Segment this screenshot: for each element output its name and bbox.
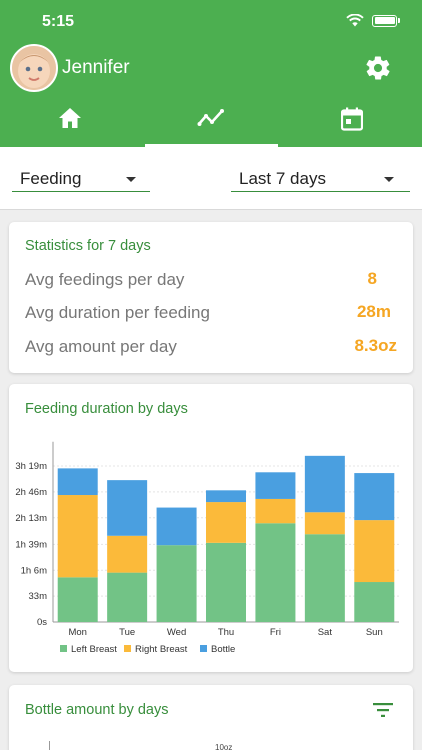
x-tick-label: Mon [68, 627, 86, 638]
status-time: 5:15 [42, 13, 75, 30]
bar-segment [354, 520, 395, 583]
tab-calendar[interactable] [282, 100, 422, 147]
home-icon [59, 108, 81, 128]
range-select-value: Last 7 days [239, 169, 326, 188]
legend-label: Bottle [211, 644, 235, 655]
duration-chart: 0s 33m 1h 6m 1h 39m 2h 13m 2h 46m 3h 19m Mon Tue… [15, 441, 399, 655]
tab-home[interactable] [0, 100, 140, 147]
bar-segment [156, 545, 197, 622]
y-tick-label: 3h 19m [15, 461, 47, 472]
bottle-axis-label: 10oz [215, 743, 233, 750]
statistics-card: Statistics for 7 days Avg feedings per d… [9, 222, 413, 373]
user-name[interactable]: Jennifer [62, 57, 130, 78]
stat-label-duration: Avg duration per feeding [25, 303, 210, 322]
type-select[interactable]: Feeding [12, 166, 150, 192]
legend-label: Right Breast [135, 644, 188, 655]
wifi-icon [346, 14, 364, 27]
filter-bar: Feeding Last 7 days [0, 147, 422, 210]
x-tick-label: Wed [167, 627, 186, 638]
bottle-chart-title: Bottle amount by days [25, 702, 169, 718]
x-tick-label: Thu [218, 627, 234, 638]
bar-segment [304, 534, 345, 622]
x-tick-label: Sun [366, 627, 383, 638]
y-tick-label: 2h 13m [15, 513, 47, 524]
statistics-title: Statistics for 7 days [25, 238, 151, 254]
x-tick-label: Sat [318, 627, 333, 638]
bar-segment [304, 455, 345, 513]
bar-segment [107, 572, 148, 622]
y-tick-label: 33m [29, 591, 48, 602]
status-icons [346, 14, 400, 27]
baby-avatar-icon [12, 46, 56, 90]
x-tick-label: Fri [270, 627, 281, 638]
y-tick-label: 1h 39m [15, 539, 47, 550]
chevron-down-icon [126, 177, 136, 182]
battery-icon [372, 14, 397, 27]
legend-swatch [60, 645, 67, 652]
type-select-value: Feeding [20, 169, 82, 188]
y-tick-label: 2h 46m [15, 487, 47, 498]
bar-segment [304, 512, 345, 535]
duration-chart-title: Feeding duration by days [25, 401, 188, 417]
bar-segment [107, 480, 148, 536]
battery-tip [398, 18, 400, 23]
bar-segment [57, 495, 98, 578]
bar-segment [156, 507, 197, 546]
y-tick-label: 1h 6m [21, 565, 47, 576]
bar-segment [206, 542, 246, 622]
bar-segment [107, 535, 148, 573]
stat-value-duration: 28m [356, 302, 391, 321]
stat-label-amount: Avg amount per day [25, 337, 177, 356]
trend-line-icon [197, 109, 224, 126]
bottle-chart-card: Bottle amount by days 10oz [9, 685, 413, 750]
bar-segment [206, 502, 246, 543]
gear-icon[interactable] [364, 54, 392, 82]
x-tick-label: Tue [119, 627, 135, 638]
filter-icon[interactable] [373, 703, 393, 717]
legend-swatch [200, 645, 207, 652]
bar-segment [206, 490, 246, 503]
stat-label-feedings: Avg feedings per day [25, 270, 185, 289]
app-header: 5:15 Jennifer [0, 0, 422, 147]
tab-statistics[interactable] [141, 100, 281, 147]
legend-label: Left Breast [71, 644, 117, 655]
bar-segment [255, 472, 296, 499]
duration-chart-card: Feeding duration by days 0s 33m 1h 6m 1h 39… [9, 384, 413, 672]
bottle-chart-axis [49, 741, 50, 750]
avatar[interactable] [10, 44, 58, 92]
active-tab-indicator [145, 144, 278, 147]
range-select[interactable]: Last 7 days [231, 166, 410, 192]
stat-value-feedings: 8 [367, 269, 377, 288]
bar-segment [354, 473, 395, 521]
y-tick-label: 0s [37, 617, 47, 628]
bar-segment [255, 498, 296, 524]
legend-swatch [124, 645, 131, 652]
calendar-icon [341, 107, 363, 131]
stat-value-amount: 8.3oz [354, 336, 397, 355]
bar-segment [57, 577, 98, 622]
bar-segment [57, 468, 98, 496]
bar-segment [255, 523, 296, 622]
bar-segment [354, 582, 395, 622]
chevron-down-icon [384, 177, 394, 182]
